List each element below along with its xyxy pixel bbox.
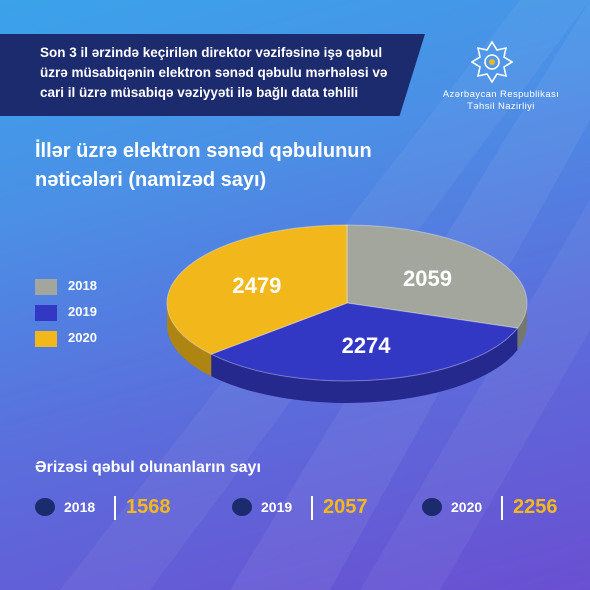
divider xyxy=(114,496,116,520)
header-banner xyxy=(0,34,425,116)
application-year: 2018 xyxy=(64,499,96,515)
application-count: 2256 xyxy=(513,496,558,518)
pie-slice-side-2020 xyxy=(167,303,212,377)
pie-slice-side-2018 xyxy=(517,303,527,351)
legend-label-2018: 2018 xyxy=(68,278,97,293)
bullet-icon xyxy=(232,498,252,516)
divider xyxy=(311,496,313,520)
ministry-emblem-icon xyxy=(470,40,514,84)
legend-swatch-2019 xyxy=(35,305,57,321)
header-title: Son 3 il ərzində keçirilən direktor vəzi… xyxy=(40,45,388,100)
application-count: 1568 xyxy=(126,496,171,518)
legend-swatch-2018 xyxy=(35,279,57,295)
pie-slice-side-2019 xyxy=(211,328,518,403)
pie-slice-2018 xyxy=(346,224,528,329)
pie-slice-2019 xyxy=(209,302,519,382)
pie-value-label-2020: 2479 xyxy=(232,273,281,298)
application-year: 2019 xyxy=(261,499,293,515)
chart-title: İllər üzrə elektron sənəd qəbulunun nəti… xyxy=(35,140,372,191)
pie-value-label-2018: 2059 xyxy=(403,266,452,291)
bullet-icon xyxy=(422,498,442,516)
pie-value-label-2019: 2274 xyxy=(342,333,392,358)
pie-slice-2020 xyxy=(166,224,348,355)
ministry-name-line2: Təhsil Nazirliyi xyxy=(467,101,535,112)
legend-swatch-2020 xyxy=(35,331,57,347)
bullet-icon xyxy=(35,498,55,516)
legend-label-2019: 2019 xyxy=(68,304,97,319)
legend-label-2020: 2020 xyxy=(68,330,97,345)
ministry-name-line1: Azərbaycan Respublikası xyxy=(442,89,560,100)
application-year: 2020 xyxy=(451,499,483,515)
application-count: 2057 xyxy=(323,496,368,518)
ministry-name: Azərbaycan Respublikası Təhsil Nazirliyi xyxy=(436,89,566,113)
applications-title: Ərizəsi qəbul olunanların sayı xyxy=(35,459,261,476)
divider xyxy=(501,496,503,520)
